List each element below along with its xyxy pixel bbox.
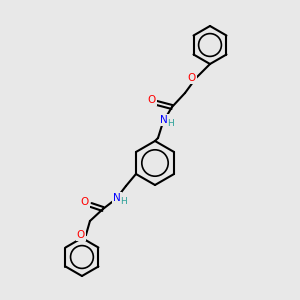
- Text: O: O: [81, 197, 89, 207]
- Text: O: O: [77, 230, 85, 240]
- Text: O: O: [188, 73, 196, 83]
- Text: H: H: [168, 118, 174, 127]
- Text: H: H: [121, 196, 127, 206]
- Text: N: N: [160, 115, 168, 125]
- Text: N: N: [113, 193, 121, 203]
- Text: O: O: [148, 95, 156, 105]
